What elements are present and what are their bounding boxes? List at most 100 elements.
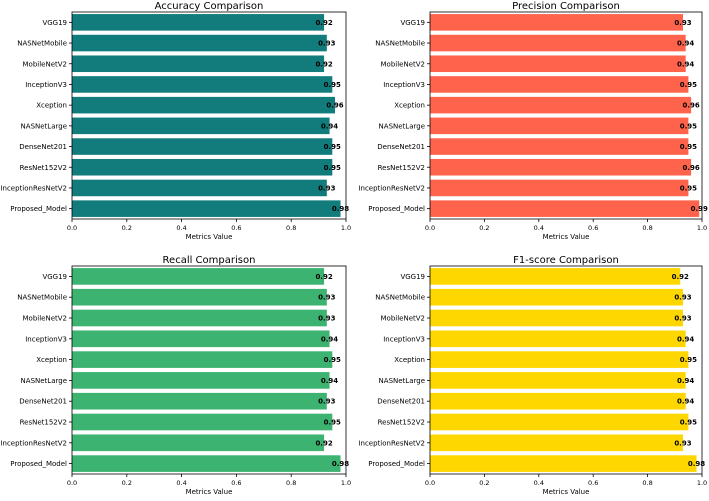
precision-bar	[430, 117, 689, 135]
precision-bar	[430, 200, 700, 217]
f1-score-category-label: VGG19	[400, 273, 425, 281]
recall-category-label: MobileNetV2	[23, 315, 68, 323]
f1-score-axes-frame	[429, 265, 703, 475]
f1-score-x-tick-label: 0.0	[425, 479, 435, 487]
f1-score-bar	[430, 413, 689, 431]
precision-category-label: Xception	[394, 102, 425, 110]
precision-bar	[430, 158, 692, 176]
accuracy-data-label: 0.95	[324, 164, 341, 172]
f1-score-category-label: MobileNetV2	[381, 315, 426, 323]
recall-x-tick-label: 0.2	[122, 479, 132, 487]
accuracy-x-tick-label: 1.0	[341, 224, 351, 232]
precision-category-label: VGG19	[400, 19, 425, 27]
f1-score-bar	[430, 309, 683, 327]
precision-category-label: InceptionResNetV2	[358, 184, 425, 192]
recall-category-label: Proposed_Model	[10, 460, 67, 468]
accuracy-x-tick-label: 0.4	[176, 224, 186, 232]
f1-score-category-label: Proposed_Model	[368, 460, 425, 468]
precision-data-label: 0.95	[680, 184, 697, 192]
accuracy-chart-title: Accuracy Comparison	[155, 1, 264, 12]
recall-chart-panel: Recall Comparison VGG19 0.92 NASNetMobile 0.…	[0, 255, 351, 496]
f1-score-x-tick-label: 1.0	[697, 479, 707, 487]
recall-category-label: Xception	[36, 356, 67, 364]
accuracy-data-label: 0.98	[332, 205, 349, 213]
precision-bar	[430, 138, 689, 155]
recall-data-label: 0.92	[315, 439, 332, 447]
recall-data-label: 0.94	[321, 335, 338, 343]
precision-data-label: 0.96	[682, 164, 699, 172]
accuracy-bar	[72, 34, 327, 52]
accuracy-bar	[72, 138, 333, 155]
precision-x-tick-label: 0.0	[425, 224, 435, 232]
f1-score-x-tick-label: 0.8	[642, 479, 652, 487]
recall-data-label: 0.93	[318, 294, 335, 302]
accuracy-x-tick-label: 0.0	[67, 224, 77, 232]
accuracy-data-label: 0.92	[315, 60, 332, 68]
accuracy-bar	[72, 76, 333, 93]
recall-data-label: 0.93	[318, 398, 335, 406]
f1-score-bar	[430, 288, 683, 306]
f1-score-data-label: 0.93	[674, 315, 691, 323]
recall-bar	[72, 372, 330, 389]
accuracy-category-label: NASNetLarge	[21, 122, 67, 130]
precision-bar	[430, 14, 683, 31]
accuracy-x-tick-label: 0.2	[122, 224, 132, 232]
f1-score-category-label: NASNetLarge	[379, 377, 425, 385]
recall-category-label: NASNetMobile	[17, 294, 67, 302]
accuracy-data-label: 0.93	[318, 40, 335, 48]
recall-category-label: InceptionResNetV2	[0, 439, 67, 447]
accuracy-data-label: 0.92	[315, 19, 332, 27]
f1-score-bar	[430, 372, 686, 389]
f1-score-data-label: 0.95	[680, 419, 697, 427]
f1-score-x-tick-label: 0.2	[479, 479, 489, 487]
recall-category-label: ResNet152V2	[20, 419, 67, 427]
f1-score-bar	[430, 434, 683, 452]
f1-score-category-label: InceptionV3	[383, 335, 425, 343]
f1-score-data-label: 0.93	[674, 294, 691, 302]
precision-bar	[430, 55, 686, 73]
accuracy-bar	[72, 55, 325, 73]
accuracy-bar	[72, 200, 341, 217]
precision-x-tick-label: 0.6	[588, 224, 598, 232]
recall-x-tick-label: 0.0	[67, 479, 77, 487]
f1-score-chart-panel: F1-score Comparison VGG19 0.92 NASNetMobile…	[358, 255, 707, 496]
accuracy-category-label: VGG19	[42, 19, 67, 27]
accuracy-data-label: 0.94	[321, 122, 338, 130]
accuracy-bar	[72, 14, 325, 31]
recall-category-label: NASNetLarge	[21, 377, 67, 385]
precision-category-label: NASNetLarge	[379, 122, 425, 130]
precision-category-label: NASNetMobile	[375, 40, 425, 48]
accuracy-category-label: DenseNet201	[19, 143, 67, 151]
f1-score-data-label: 0.94	[677, 377, 694, 385]
f1-score-x-axis-label: Metrics Value	[543, 488, 590, 496]
precision-data-label: 0.94	[677, 40, 694, 48]
f1-score-bar	[430, 268, 681, 285]
recall-bar	[72, 351, 333, 368]
precision-x-tick-label: 0.4	[534, 224, 544, 232]
recall-data-label: 0.93	[318, 315, 335, 323]
f1-score-data-label: 0.95	[680, 356, 697, 364]
recall-x-tick-label: 0.4	[176, 479, 186, 487]
accuracy-category-label: Xception	[36, 102, 67, 110]
f1-score-chart-title: F1-score Comparison	[513, 255, 619, 266]
recall-bar	[72, 330, 330, 348]
f1-score-category-label: NASNetMobile	[375, 294, 425, 302]
accuracy-data-label: 0.95	[324, 81, 341, 89]
accuracy-axes-frame	[71, 11, 347, 220]
accuracy-data-label: 0.95	[324, 143, 341, 151]
recall-x-tick-label: 1.0	[341, 479, 351, 487]
precision-data-label: 0.95	[680, 81, 697, 89]
f1-score-bar	[430, 330, 686, 348]
recall-data-label: 0.92	[315, 273, 332, 281]
f1-score-data-label: 0.92	[672, 273, 689, 281]
precision-data-label: 0.96	[682, 102, 699, 110]
precision-data-label: 0.95	[680, 143, 697, 151]
recall-category-label: DenseNet201	[19, 398, 67, 406]
recall-data-label: 0.95	[324, 419, 341, 427]
accuracy-bar	[72, 117, 330, 135]
precision-bar	[430, 96, 692, 114]
f1-score-data-label: 0.93	[674, 439, 691, 447]
precision-bar	[430, 34, 686, 52]
f1-score-category-label: DenseNet201	[377, 398, 425, 406]
